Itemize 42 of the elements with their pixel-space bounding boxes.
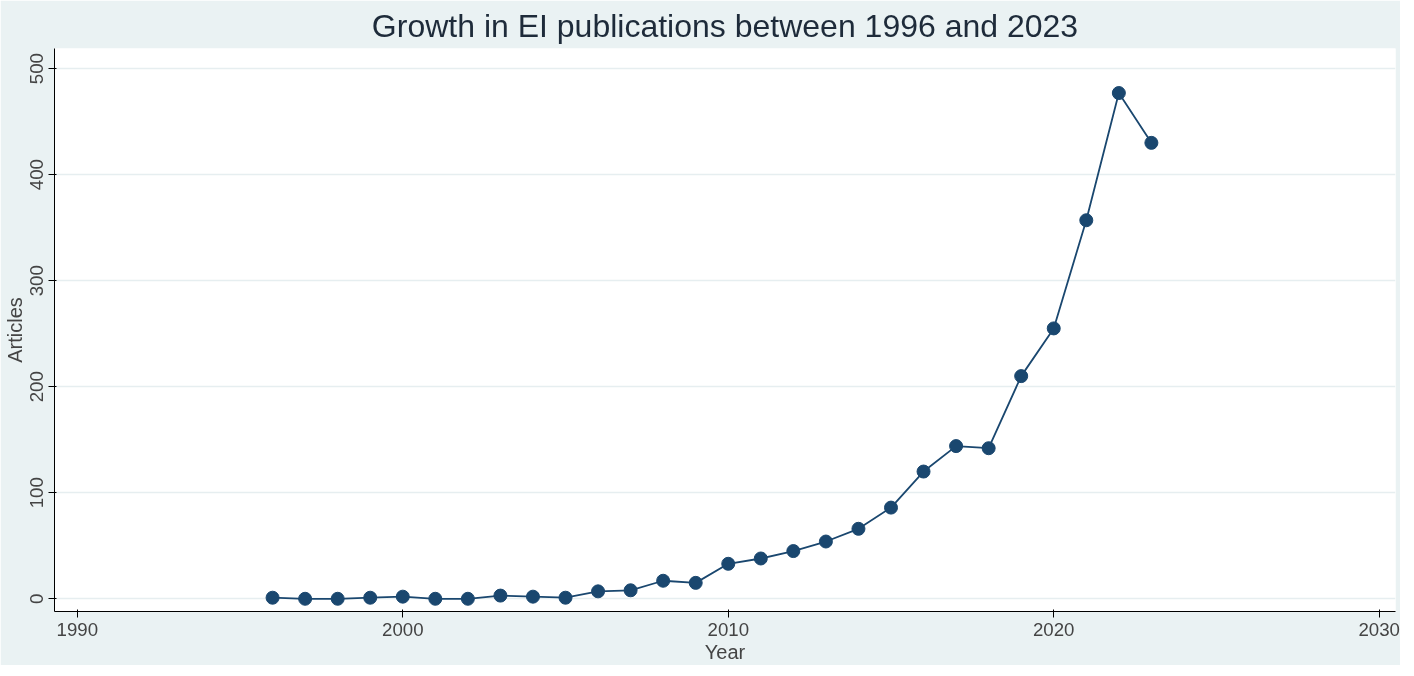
y-axis-title: Articles xyxy=(3,297,26,363)
point xyxy=(363,590,378,605)
point xyxy=(1144,135,1159,150)
point xyxy=(493,588,508,603)
point xyxy=(981,441,996,456)
y-tick-label: 300 xyxy=(26,265,48,297)
y-tick-label: 500 xyxy=(26,53,48,85)
x-tick-label: 2010 xyxy=(707,618,750,640)
chart-title: Growth in EI publications between 1996 and 2023 xyxy=(371,7,1079,44)
point xyxy=(786,544,801,559)
x-tick-label: 2020 xyxy=(1032,618,1075,640)
point xyxy=(818,534,833,549)
point xyxy=(460,591,475,606)
point xyxy=(558,590,573,605)
y-tick-label: 400 xyxy=(26,159,48,191)
x-tick-label: 2000 xyxy=(382,618,424,640)
point xyxy=(949,439,964,454)
point xyxy=(330,591,345,606)
point xyxy=(525,589,540,604)
point xyxy=(1111,86,1126,101)
point xyxy=(298,591,313,606)
x-tick-label: 2030 xyxy=(1358,618,1400,640)
y-tick-label: 200 xyxy=(26,371,48,403)
point xyxy=(851,521,866,536)
point xyxy=(395,589,410,604)
point xyxy=(623,583,638,598)
point xyxy=(1079,213,1094,228)
point xyxy=(884,500,898,515)
point xyxy=(428,591,443,606)
point xyxy=(265,590,280,605)
point xyxy=(688,575,703,590)
point xyxy=(656,573,671,588)
y-tick-label: 0 xyxy=(26,593,48,604)
y-tick-label: 100 xyxy=(26,477,48,509)
point xyxy=(591,584,606,599)
point xyxy=(721,556,736,571)
point xyxy=(1046,321,1061,336)
point xyxy=(916,464,931,479)
point xyxy=(1014,369,1029,384)
x-axis-title: Year xyxy=(704,640,746,663)
point xyxy=(753,551,768,566)
x-tick-label: 1990 xyxy=(56,618,99,640)
